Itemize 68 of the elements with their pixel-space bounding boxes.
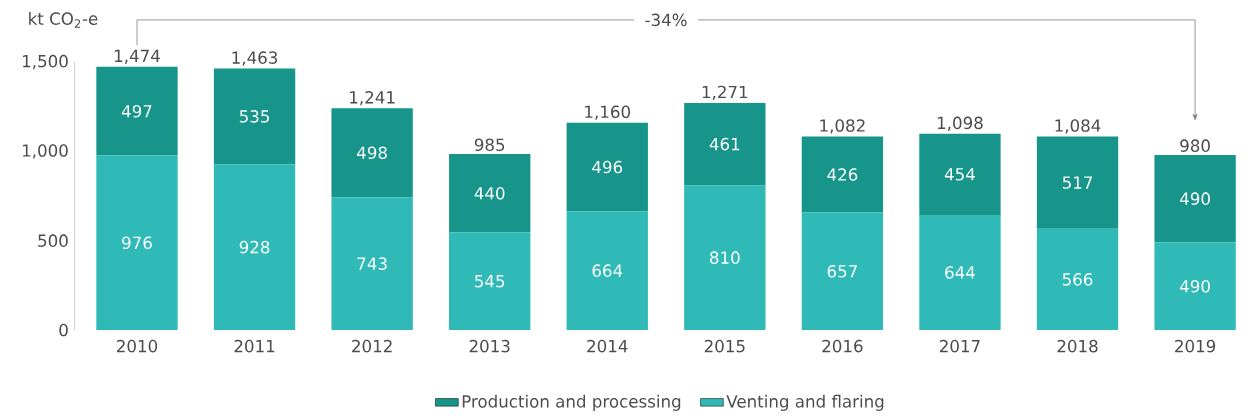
total-label: 985	[474, 138, 505, 152]
total-label: 1,082	[820, 119, 865, 134]
bar	[1154, 242, 1236, 330]
data-label: 517	[1062, 176, 1092, 189]
y-tick-label: 500	[38, 234, 68, 247]
x-tick-label: 2011	[234, 339, 275, 353]
y-tick-label: 1,000	[22, 144, 68, 159]
total-label: 1,084	[1055, 119, 1101, 134]
data-label: 545	[475, 275, 505, 288]
bar	[801, 136, 884, 213]
total-label: 1,271	[702, 85, 748, 100]
bar	[213, 164, 296, 330]
y-tick-label: 1,500	[22, 54, 68, 70]
bar	[1036, 228, 1119, 330]
data-label: 928	[239, 240, 270, 254]
bar	[566, 211, 648, 330]
x-tick-label: 2016	[822, 339, 863, 353]
total-label: 1,098	[937, 116, 983, 131]
total-label: 1,241	[350, 91, 395, 106]
data-label: 566	[1062, 273, 1093, 286]
bar	[1154, 154, 1236, 243]
x-tick-label: 2013	[469, 339, 510, 353]
data-label: 810	[710, 251, 740, 264]
data-label: 976	[122, 236, 152, 250]
bar	[684, 102, 766, 186]
bar	[449, 154, 531, 233]
x-tick-label: 2018	[1057, 339, 1098, 353]
data-label: 461	[709, 137, 740, 151]
x-tick-label: 2015	[704, 339, 745, 353]
x-tick-label: 2014	[587, 339, 628, 353]
data-label: 490	[1180, 192, 1210, 205]
bar	[96, 66, 178, 156]
y-axis-title: kt CO$_{2}$-e	[29, 12, 98, 28]
x-tick-label: 2012	[352, 339, 392, 353]
bar	[566, 122, 648, 212]
x-tick-label: 2019	[1175, 339, 1216, 353]
bar	[213, 68, 296, 165]
data-label: 496	[592, 160, 623, 174]
legend-label: Production and processing	[462, 394, 681, 411]
data-label: 490	[1180, 279, 1210, 293]
total-label: 980	[1180, 139, 1210, 152]
bar	[1036, 136, 1119, 229]
data-label: 440	[474, 186, 505, 200]
data-label: 743	[357, 257, 387, 270]
total-label: 1,463	[232, 51, 278, 66]
bar	[684, 185, 766, 330]
bar	[801, 212, 884, 330]
bar	[331, 108, 413, 198]
x-tick-label: 2017	[939, 339, 980, 353]
data-label: 497	[121, 104, 152, 118]
legend-label: Venting and flaring	[726, 394, 884, 411]
bar	[919, 133, 1001, 215]
total-label: 1,474	[114, 49, 160, 64]
bar	[919, 214, 1001, 330]
bar	[96, 155, 178, 330]
data-label: 498	[357, 146, 387, 160]
data-label: 657	[827, 264, 857, 278]
bar	[331, 197, 413, 330]
y-tick-label: 0	[59, 323, 68, 337]
data-label: 535	[239, 110, 269, 123]
data-label: 454	[944, 168, 975, 181]
data-label: 644	[945, 266, 975, 279]
total-label: 1,160	[585, 105, 630, 120]
data-label: 426	[827, 168, 858, 181]
data-label: 664	[592, 264, 623, 277]
bar	[449, 232, 531, 330]
x-tick-label: 2010	[117, 339, 158, 353]
text: -34%	[645, 13, 687, 27]
